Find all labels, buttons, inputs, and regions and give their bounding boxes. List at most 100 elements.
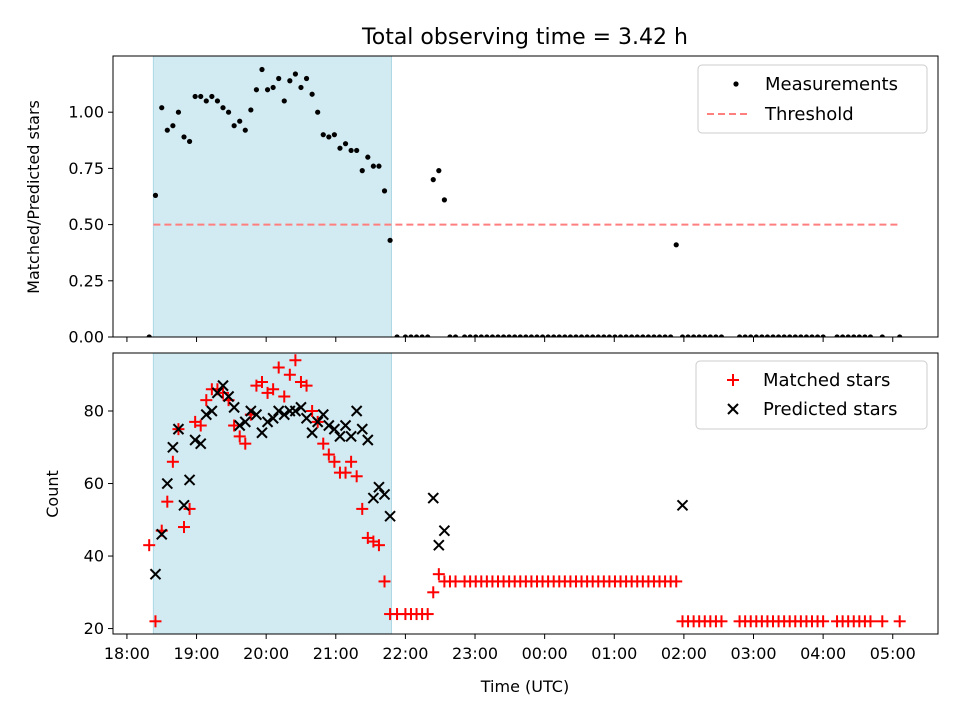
matched-star-point	[328, 455, 341, 468]
measurement-point	[512, 334, 518, 337]
measurement-point	[203, 98, 209, 104]
measurement-point	[495, 334, 501, 337]
x-tick-label: 03:00	[730, 644, 776, 663]
legend-predicted-marker	[727, 403, 739, 415]
measurement-point	[679, 334, 686, 337]
predicted-star-point	[350, 405, 363, 417]
matched-star-point	[864, 615, 877, 628]
top-data-marks	[146, 66, 903, 337]
x-tick-label: 18:00	[104, 644, 150, 663]
matched-star-point	[278, 390, 291, 403]
matched-star-point	[228, 419, 241, 432]
measurement-point	[781, 334, 787, 337]
measurement-point	[186, 138, 193, 145]
matched-star-point	[283, 368, 296, 381]
bottom-shaded-interval	[152, 353, 392, 634]
measurement-point	[545, 334, 551, 337]
measurement-point	[528, 334, 535, 337]
measurement-point	[447, 334, 453, 337]
measurement-point	[181, 134, 187, 140]
measurement-point	[342, 141, 349, 147]
measurement-point	[376, 163, 382, 169]
bottom-data-marks	[143, 354, 906, 628]
bottom-axes-frame	[112, 352, 939, 635]
predicted-star-point	[272, 405, 285, 417]
measurement-point	[775, 334, 782, 337]
measurement-point	[668, 334, 674, 337]
measurement-point	[287, 78, 293, 84]
predicted-star-point	[278, 408, 290, 421]
measurement-point	[534, 334, 540, 337]
measurement-point	[214, 98, 221, 104]
top-legend: Measurements Threshold	[697, 64, 928, 134]
x-tick-label: 22:00	[382, 644, 428, 663]
measurement-point	[242, 127, 248, 133]
predicted-star-point	[367, 492, 380, 504]
chart-title: Total observing time = 3.42 h	[361, 25, 688, 50]
matched-star-point	[715, 615, 728, 628]
predicted-star-point	[228, 401, 240, 414]
predicted-star-point	[384, 510, 396, 522]
bottom-y-axis-label: Count	[43, 470, 62, 518]
measurement-point	[452, 334, 459, 337]
measurement-point	[209, 93, 215, 100]
predicted-star-point	[433, 539, 445, 551]
measurement-point	[220, 105, 226, 111]
measurement-point	[787, 334, 793, 337]
matched-star-point	[421, 608, 434, 621]
top-shaded-interval	[152, 56, 392, 337]
predicted-star-point	[317, 408, 329, 421]
measurement-point	[326, 134, 332, 140]
predicted-star-point	[295, 401, 307, 414]
measurement-point	[315, 109, 321, 115]
top-y-ticks: 0.00 0.25 0.50 0.75 1.00	[68, 103, 113, 347]
legend-measurements-label: Measurements	[765, 74, 898, 95]
measurement-point	[748, 334, 754, 337]
measurement-point	[500, 334, 507, 337]
matched-star-point	[378, 575, 391, 588]
measurement-point	[164, 127, 170, 133]
measurement-point	[461, 334, 468, 337]
measurement-point	[562, 334, 568, 337]
matched-star-point	[427, 586, 440, 599]
measurement-point	[623, 334, 629, 337]
predicted-star-point	[167, 441, 179, 453]
top-y-axis-label: Matched/Predicted stars	[24, 100, 43, 294]
measurement-point	[387, 237, 393, 243]
matched-star-point	[817, 615, 830, 628]
measurement-point	[645, 334, 651, 337]
measurement-point	[237, 118, 243, 124]
top-y-tick-label: 0.75	[68, 159, 104, 178]
measurement-point	[402, 334, 409, 337]
measurement-point	[425, 334, 431, 337]
measurement-point	[303, 75, 310, 82]
measurement-point	[606, 334, 612, 337]
measurement-point	[436, 168, 442, 174]
matched-star-point	[670, 575, 683, 588]
measurement-point	[770, 334, 776, 337]
measurement-point	[467, 334, 473, 337]
top-y-tick-label: 1.00	[68, 103, 104, 122]
x-tick-label: 05:00	[870, 644, 916, 663]
measurement-point	[225, 109, 232, 115]
measurement-point	[198, 93, 204, 100]
predicted-star-point	[339, 419, 352, 432]
measurement-point	[413, 334, 420, 337]
measurement-point	[517, 334, 523, 337]
matched-star-point	[432, 568, 445, 581]
matched-star-point	[272, 361, 285, 374]
legend-measurements-marker	[733, 81, 739, 87]
measurement-point	[798, 334, 804, 337]
measurement-point	[834, 334, 840, 337]
predicted-star-point	[356, 423, 368, 435]
predicted-star-point	[311, 416, 324, 428]
predicted-star-point	[161, 477, 174, 490]
predicted-star-point	[206, 405, 218, 417]
measurement-point	[713, 334, 719, 337]
matched-star-point	[178, 521, 191, 534]
measurement-point	[556, 334, 562, 337]
matched-star-point	[289, 354, 302, 367]
measurement-point	[441, 197, 447, 203]
predicted-star-point	[261, 416, 274, 428]
measurement-point	[192, 93, 198, 100]
